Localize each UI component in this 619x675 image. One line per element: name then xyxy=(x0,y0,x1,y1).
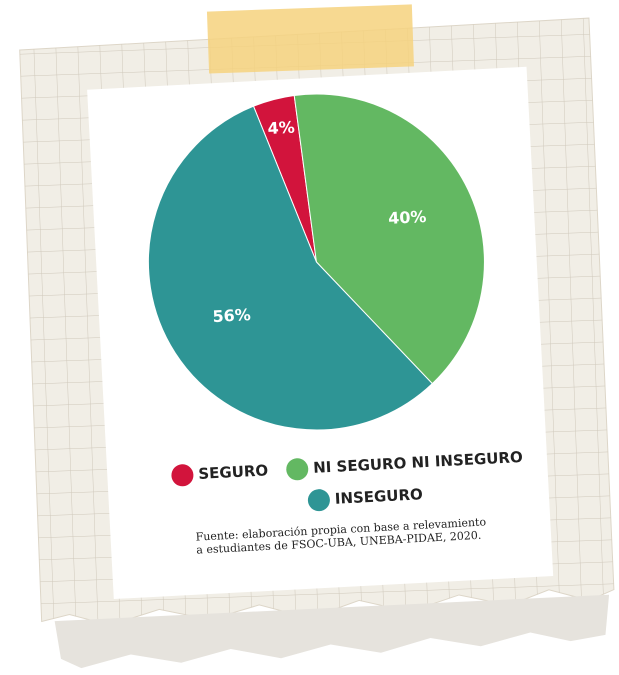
value-label: 56% xyxy=(212,305,251,326)
legend-marker xyxy=(286,458,309,481)
tape xyxy=(206,4,414,74)
value-label: 40% xyxy=(388,207,427,228)
legend-marker xyxy=(171,464,194,487)
torn-edge xyxy=(54,594,610,669)
legend-marker xyxy=(307,489,330,512)
value-label: 4% xyxy=(267,118,295,138)
card: 4%40%56%SEGURO NI SEGURO NI INSEGUROINSEG… xyxy=(87,66,554,600)
pie-slice xyxy=(148,105,434,431)
pie-slice xyxy=(293,93,485,385)
legend-label: INSEGURO xyxy=(334,485,423,508)
legend-label: SEGURO xyxy=(198,461,269,483)
